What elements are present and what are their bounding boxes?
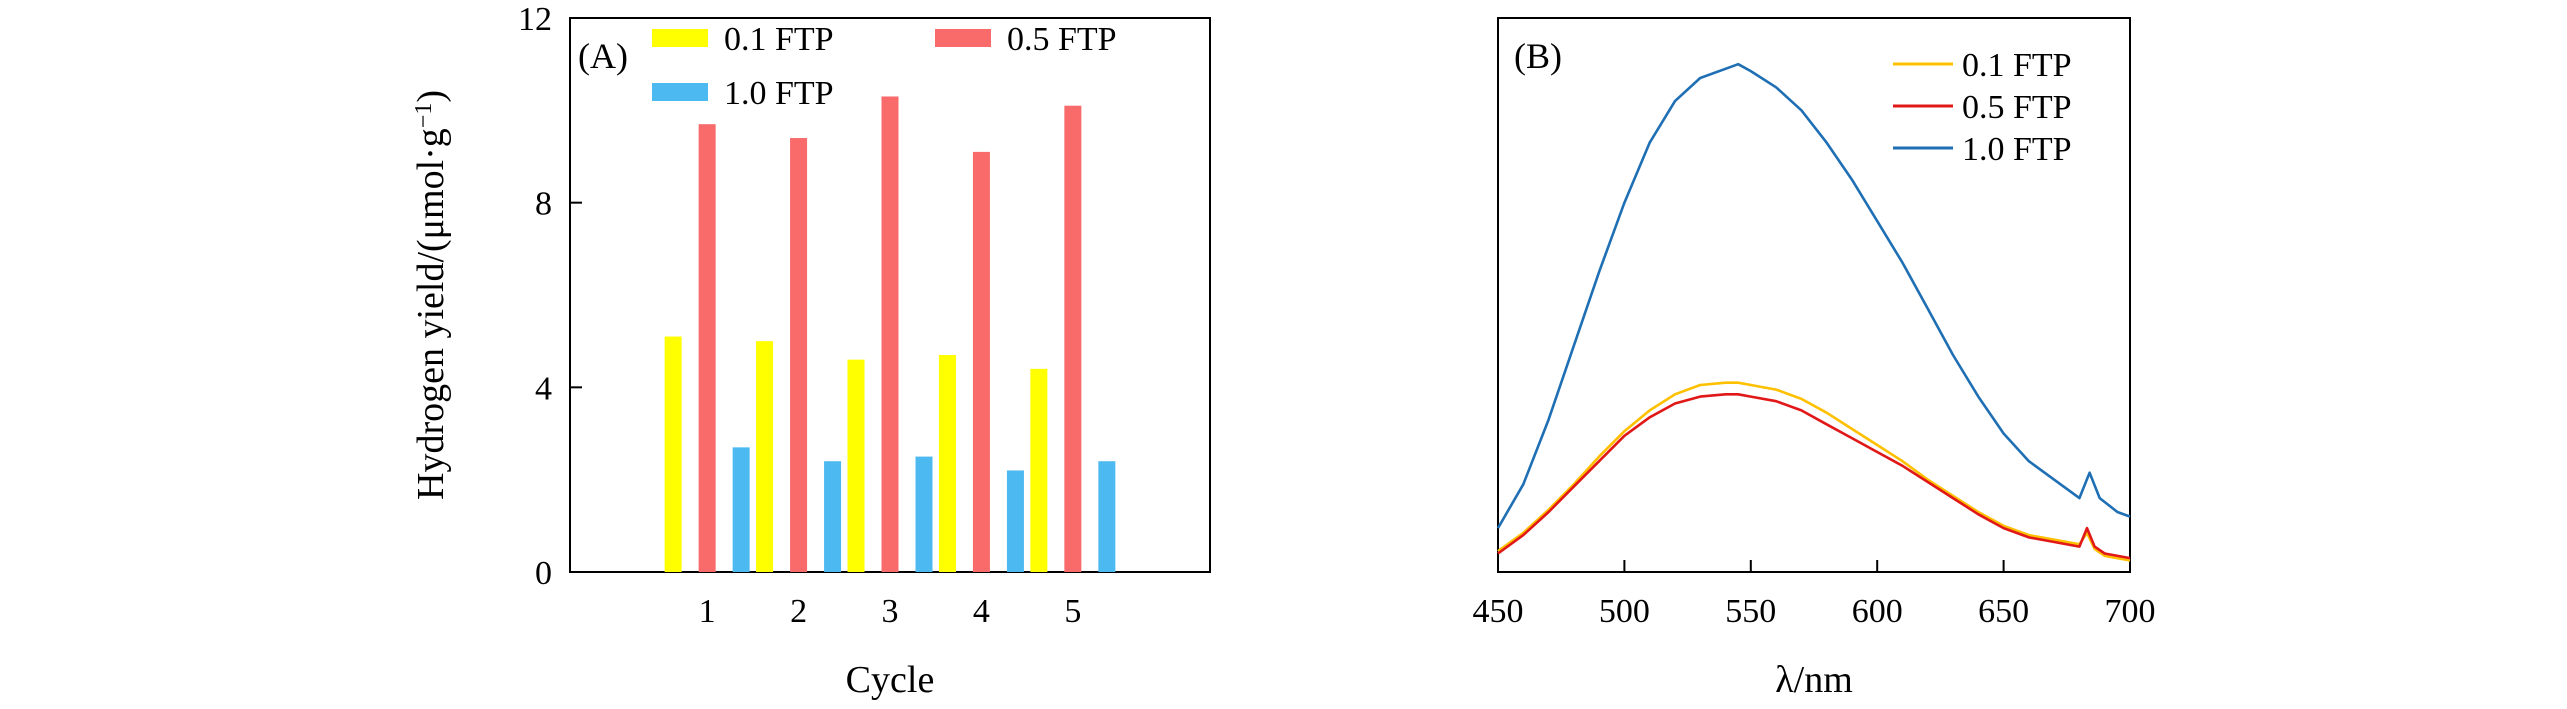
panel-a-y-tick-label: 12 <box>518 1 552 38</box>
bar-series-2-cycle-1 <box>698 124 716 572</box>
panel-a-legend-swatch <box>935 29 991 47</box>
bar-series-3-cycle-4 <box>1006 470 1024 572</box>
bar-series-3-cycle-1 <box>732 447 750 572</box>
bar-series-1-cycle-4 <box>938 355 956 572</box>
panel-b-label: (B) <box>1514 36 1562 76</box>
panel-b-legend-label: 0.1 FTP <box>1962 47 2072 84</box>
panel-a-bars <box>664 96 1116 573</box>
panel-b-x-axis-label: λ/nm <box>1775 659 1853 701</box>
panel-a-legend-swatch <box>652 83 708 101</box>
bar-series-1-cycle-5 <box>1030 368 1048 572</box>
line-series-3 <box>1496 62 2131 529</box>
panel-b-frame <box>1497 17 2131 573</box>
panel-a-x-tick-label: 2 <box>790 593 807 630</box>
panel-a-y-axis-label-superscript: −1 <box>411 103 437 129</box>
bar-series-3-cycle-2 <box>824 461 842 572</box>
panel-b-x-tick-label: 600 <box>1852 593 1903 630</box>
bar-series-1-cycle-1 <box>664 336 682 572</box>
panel-b-x-tick-label: 700 <box>2105 593 2156 630</box>
panel-a-legend: 0.1 FTP 0.5 FTP 1.0 FTP <box>652 21 1117 112</box>
panel-a-y-ticks: 0 4 8 12 <box>518 1 582 592</box>
panel-a-x-axis-label: Cycle <box>846 659 935 701</box>
bar-series-1-cycle-2 <box>756 341 774 572</box>
panel-b-x-tick-label: 500 <box>1599 593 1650 630</box>
panel-b-x-ticks: 450 500 550 600 650 700 <box>1473 560 2156 630</box>
panel-a-legend-label: 0.5 FTP <box>1007 21 1117 58</box>
panel-a-y-axis-label-close: ) <box>410 90 452 103</box>
panel-a-x-tick-label: 4 <box>973 593 990 630</box>
line-series-1 <box>1497 381 2131 562</box>
bar-series-2-cycle-3 <box>881 96 899 572</box>
panel-b-x-tick-label: 550 <box>1725 593 1776 630</box>
panel-a-legend-label: 0.1 FTP <box>724 21 834 58</box>
panel-a-y-tick-label: 8 <box>535 186 552 223</box>
panel-a-y-tick-label: 0 <box>535 555 552 592</box>
panel-b-x-tick-label: 450 <box>1473 593 1524 630</box>
panel-b-legend-label: 0.5 FTP <box>1962 89 2072 126</box>
panel-b-legend-label: 1.0 FTP <box>1962 131 2072 168</box>
panel-a-label: (A) <box>578 36 628 76</box>
panel-a-y-tick-label: 4 <box>535 370 552 407</box>
panel-a-x-tick-label: 3 <box>882 593 899 630</box>
panel-b-line-chart: (B) 450 500 550 600 650 700 0.1 FTP 0.5 FTP 1.0… <box>1473 17 2156 701</box>
bar-series-3-cycle-3 <box>915 456 933 572</box>
panel-a-y-axis-label-main: Hydrogen yield/(μmol·g <box>410 128 452 500</box>
bar-series-3-cycle-5 <box>1098 461 1116 572</box>
panel-b-legend: 0.1 FTP 0.5 FTP 1.0 FTP <box>1893 47 2072 168</box>
bar-series-2-cycle-5 <box>1064 105 1082 572</box>
panel-a-x-tick-label: 5 <box>1064 593 1081 630</box>
bar-series-2-cycle-4 <box>972 151 990 572</box>
line-series-2 <box>1497 393 2131 560</box>
panel-a-legend-label: 1.0 FTP <box>724 75 834 112</box>
panel-a-y-axis-label: Hydrogen yield/(μmol·g−1) <box>410 90 452 500</box>
panel-a-legend-swatch <box>652 29 708 47</box>
bar-series-1-cycle-3 <box>847 359 865 572</box>
panel-a-x-tick-label: 1 <box>699 593 716 630</box>
panel-b-lines <box>1496 62 2131 562</box>
panel-b-x-tick-label: 650 <box>1978 593 2029 630</box>
bar-series-2-cycle-2 <box>790 138 808 573</box>
